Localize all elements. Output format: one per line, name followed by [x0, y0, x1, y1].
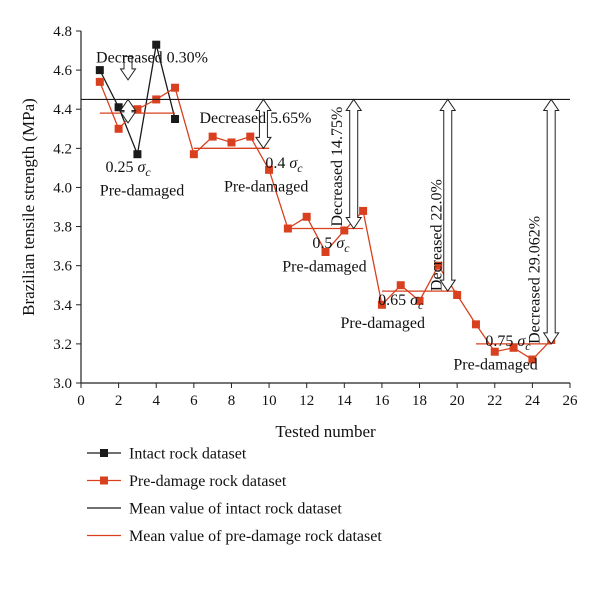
- x-tick-label: 26: [563, 393, 579, 409]
- x-tick-label: 12: [299, 393, 314, 409]
- data-point: [265, 165, 274, 174]
- data-point: [453, 291, 462, 299]
- data-point: [246, 132, 255, 141]
- predamaged-label: Pre-damaged: [282, 259, 366, 276]
- legend-label: Mean value of intact rock dataset: [129, 501, 342, 518]
- x-tick-label: 22: [487, 393, 502, 409]
- y-tick-label: 3.0: [53, 376, 72, 392]
- legend-item: Pre-damage rock dataset: [87, 473, 287, 490]
- data-point: [208, 132, 217, 141]
- legend-label: Pre-damage rock dataset: [129, 473, 287, 490]
- x-tick-label: 0: [77, 393, 85, 409]
- x-tick-label: 10: [262, 393, 277, 409]
- x-tick-label: 14: [337, 393, 353, 409]
- stress-level-label: 0.5 σc: [312, 235, 350, 255]
- double-arrow: [254, 98, 272, 150]
- data-point: [95, 66, 104, 75]
- data-point: [302, 212, 311, 221]
- predamaged-label: Pre-damaged: [224, 178, 308, 195]
- data-point: [114, 124, 123, 133]
- y-tick-label: 3.2: [53, 337, 72, 353]
- x-tick-label: 2: [115, 393, 123, 409]
- y-tick-label: 4.8: [53, 24, 72, 40]
- legend-label: Intact rock dataset: [129, 446, 247, 463]
- y-axis-title: Brazilian tensile strength (MPa): [19, 98, 38, 316]
- predamaged-label: Pre-damaged: [341, 315, 425, 332]
- series-line: [99, 81, 552, 361]
- plot-area: 0 2 4 6 8 10 12 14 16 18 20 22 24 263.03.23.43.63.84.…: [19, 24, 578, 441]
- data-point: [95, 77, 104, 86]
- y-tick-label: 3.8: [53, 220, 72, 236]
- predamaged-label: Pre-damaged: [100, 182, 184, 199]
- legend-label: Mean value of pre-damage rock dataset: [129, 528, 382, 545]
- data-point: [490, 347, 499, 356]
- data-point: [377, 300, 386, 309]
- decrease-annotation: Decreased 29.062%: [526, 216, 543, 344]
- data-point: [152, 40, 161, 49]
- data-point: [434, 261, 443, 270]
- data-point: [133, 105, 142, 114]
- stress-level-label: 0.65 σc: [378, 292, 424, 312]
- y-tick-label: 4.4: [53, 102, 72, 118]
- data-point: [509, 343, 518, 352]
- double-arrow: [119, 98, 137, 124]
- x-tick-label: 6: [190, 393, 198, 409]
- stress-level-label: 0.75 σc: [485, 333, 531, 353]
- x-tick-label: 4: [152, 393, 160, 409]
- data-point: [528, 355, 537, 364]
- decrease-annotation: Decreased 5.65%: [199, 110, 311, 127]
- decrease-annotation: Decreased 0.30%: [96, 49, 208, 66]
- data-point: [133, 150, 142, 159]
- data-point: [415, 296, 424, 305]
- data-point: [396, 281, 405, 290]
- data-point: [359, 206, 368, 215]
- data-point: [340, 226, 349, 235]
- stress-level-label: 0.25 σc: [105, 159, 151, 179]
- legend-item: Mean value of intact rock dataset: [87, 501, 342, 518]
- legend-item: Mean value of pre-damage rock dataset: [87, 528, 382, 545]
- x-tick-label: 20: [450, 393, 465, 409]
- down-arrow: [119, 55, 137, 81]
- x-tick-label: 18: [412, 393, 427, 409]
- data-point: [227, 138, 236, 147]
- y-tick-label: 4.6: [53, 63, 72, 79]
- x-tick-label: 8: [228, 393, 236, 409]
- predamaged-label: Pre-damaged: [453, 356, 537, 373]
- decrease-annotation: Decreased 22.0%: [429, 179, 446, 291]
- double-arrow: [542, 98, 560, 345]
- double-arrow: [345, 98, 363, 230]
- y-tick-label: 4.2: [53, 141, 72, 157]
- y-tick-label: 3.4: [53, 298, 72, 314]
- x-axis-title: Tested number: [275, 422, 376, 441]
- data-point: [171, 83, 180, 92]
- data-point: [114, 103, 123, 112]
- y-tick-label: 4.0: [53, 180, 72, 196]
- double-arrow: [439, 98, 457, 292]
- data-point: [171, 115, 180, 123]
- data-point: [471, 320, 480, 329]
- legend-swatch-marker: [100, 449, 108, 457]
- legend-item: Intact rock dataset: [87, 446, 247, 463]
- x-tick-label: 16: [374, 393, 390, 409]
- legend-swatch-marker: [100, 476, 108, 485]
- stress-level-label: 0.4 σc: [265, 155, 303, 175]
- x-tick-label: 24: [525, 393, 541, 409]
- y-tick-label: 3.6: [53, 259, 72, 275]
- decrease-annotation: Decreased 14.75%: [329, 107, 346, 227]
- legend: Intact rock dataset Pre-damage rock datas…: [87, 446, 382, 545]
- data-point: [321, 247, 330, 256]
- data-point: [189, 150, 198, 159]
